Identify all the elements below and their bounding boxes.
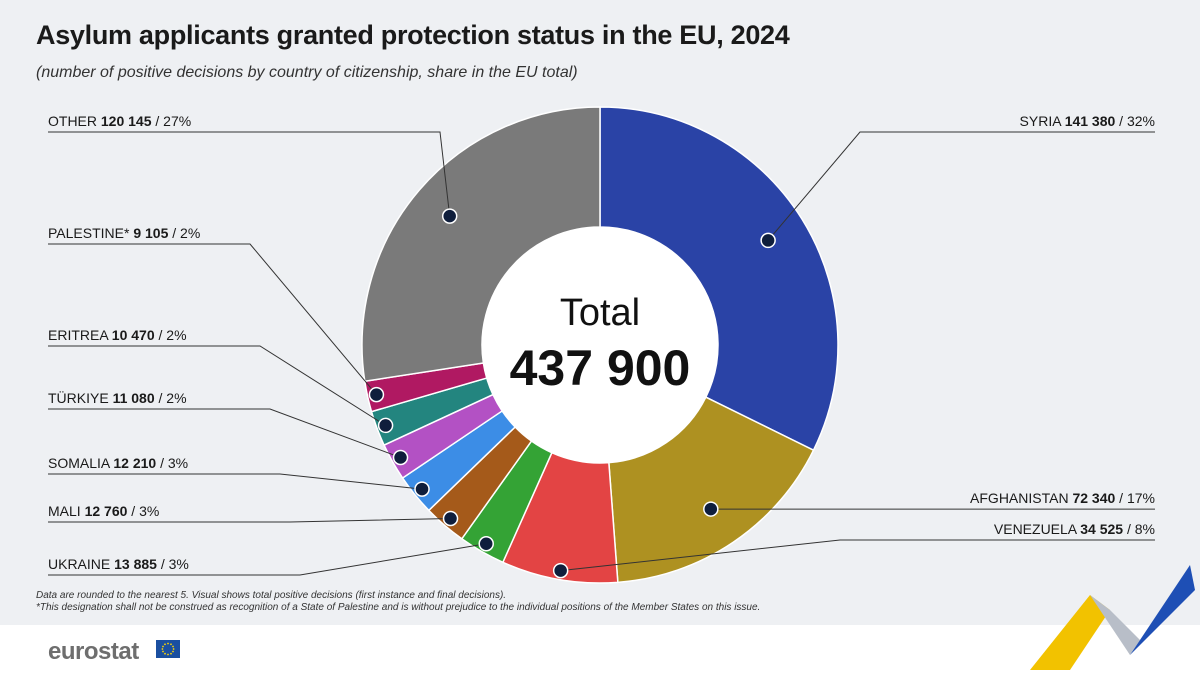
footnote-rounding: Data are rounded to the nearest 5. Visua… xyxy=(36,590,507,601)
marker-mali xyxy=(442,510,459,527)
center-total-value: 437 900 xyxy=(510,340,691,396)
label-name-t-rkiye: TÜRKIYE xyxy=(48,389,113,406)
label-value-palestine: 9 105 xyxy=(133,225,168,241)
footer-bar xyxy=(0,625,1200,675)
label-name-mali: MALI xyxy=(48,503,85,519)
label-name-syria: SYRIA xyxy=(1020,113,1065,129)
label-palestine: PALESTINE* 9 105 / 2% xyxy=(48,225,200,241)
label-name-other: OTHER xyxy=(48,113,101,129)
label-share-syria: / 32% xyxy=(1115,113,1155,129)
slice-labels: SYRIA 141 380 / 32% AFGHANISTAN 72 340 / … xyxy=(48,113,1155,572)
label-share-mali: / 3% xyxy=(127,503,159,519)
label-value-t-rkiye: 11 080 xyxy=(113,390,155,406)
chart-subtitle: (number of positive decisions by country… xyxy=(36,64,578,81)
marker-syria xyxy=(760,232,776,249)
leader-ukraine xyxy=(48,543,487,576)
leader-eritrea xyxy=(48,345,386,426)
leader-lines xyxy=(48,131,1155,579)
label-value-venezuela: 34 525 xyxy=(1080,521,1123,537)
label-other: OTHER 120 145 / 27% xyxy=(48,113,191,129)
label-share-afghanistan: / 17% xyxy=(1115,490,1155,506)
marker-ukraine xyxy=(478,535,494,552)
chart-title: Asylum applicants granted protection sta… xyxy=(36,20,790,50)
label-somalia: SOMALIA 12 210 / 3% xyxy=(48,455,188,471)
marker-somalia xyxy=(414,481,430,497)
donut-slices xyxy=(361,106,839,584)
label-venezuela: VENEZUELA 34 525 / 8% xyxy=(994,521,1155,537)
leader-syria xyxy=(767,131,1155,241)
label-share-ukraine: / 3% xyxy=(157,556,189,572)
label-name-afghanistan: AFGHANISTAN xyxy=(970,490,1072,506)
label-share-t-rkiye: / 2% xyxy=(155,390,187,406)
label-value-afghanistan: 72 340 xyxy=(1072,490,1115,506)
label-eritrea: ERITREA 10 470 / 2% xyxy=(48,327,187,343)
label-value-somalia: 12 210 xyxy=(113,455,156,471)
donut-chart: SYRIA 141 380 / 32% AFGHANISTAN 72 340 / … xyxy=(48,106,1155,584)
leader-mali xyxy=(48,517,451,523)
label-name-somalia: SOMALIA xyxy=(48,455,113,471)
eurostat-logo: eurostat xyxy=(48,638,139,665)
label-share-palestine: / 2% xyxy=(168,225,200,241)
label-ukraine: UKRAINE 13 885 / 3% xyxy=(48,556,189,572)
label-name-eritrea: ERITREA xyxy=(48,327,112,343)
marker-other xyxy=(441,208,458,224)
label-value-mali: 12 760 xyxy=(85,503,128,519)
label-value-ukraine: 13 885 xyxy=(114,556,157,572)
label-mali: MALI 12 760 / 3% xyxy=(48,503,159,519)
center-total-label: Total xyxy=(560,292,640,334)
leader-palestine xyxy=(48,243,377,395)
label-syria: SYRIA 141 380 / 32% xyxy=(1020,113,1155,129)
label-share-other: / 27% xyxy=(152,113,192,129)
leader-somalia xyxy=(48,473,423,490)
leader-other xyxy=(48,131,451,217)
eu-flag-icon xyxy=(156,640,180,658)
marker-eritrea xyxy=(377,417,394,434)
footnote-palestine: *This designation shall not be construed… xyxy=(36,602,761,613)
label-t-rkiye: TÜRKIYE 11 080 / 2% xyxy=(48,389,187,406)
label-value-eritrea: 10 470 xyxy=(112,327,155,343)
label-name-ukraine: UKRAINE xyxy=(48,556,114,572)
leader-t-rkiye xyxy=(48,408,401,458)
donut-hole xyxy=(482,227,718,463)
marker-afghanistan xyxy=(703,501,719,517)
label-name-palestine: PALESTINE* xyxy=(48,225,133,241)
label-name-venezuela: VENEZUELA xyxy=(994,521,1080,537)
marker-venezuela xyxy=(552,562,569,579)
footnotes: Data are rounded to the nearest 5. Visua… xyxy=(36,590,760,614)
label-share-eritrea: / 2% xyxy=(155,327,187,343)
leader-venezuela xyxy=(560,539,1155,572)
marker-palestine xyxy=(368,386,385,403)
label-value-syria: 141 380 xyxy=(1065,113,1116,129)
label-afghanistan: AFGHANISTAN 72 340 / 17% xyxy=(970,490,1155,506)
label-share-venezuela: / 8% xyxy=(1123,521,1155,537)
label-share-somalia: / 3% xyxy=(156,455,188,471)
marker-t-rkiye xyxy=(392,449,409,466)
label-value-other: 120 145 xyxy=(101,113,152,129)
decorative-corner-graphic xyxy=(1030,565,1195,670)
